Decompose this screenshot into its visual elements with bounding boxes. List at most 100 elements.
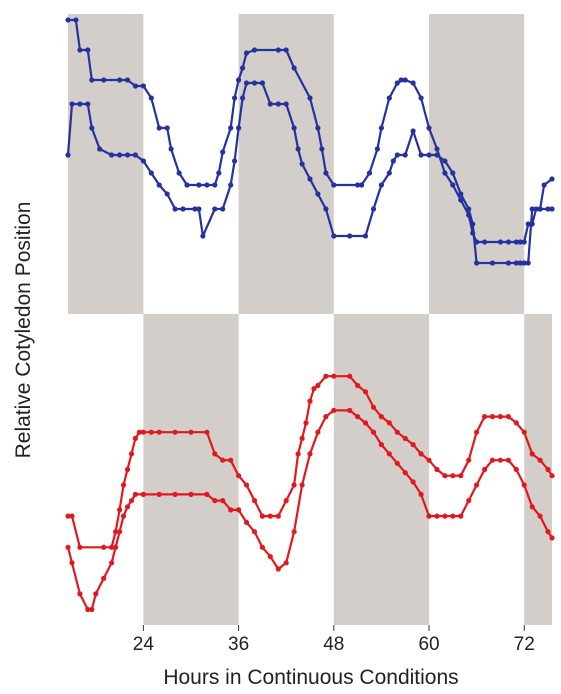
top-panel: [65, 14, 555, 314]
series-1-point: [216, 170, 222, 176]
series-2-point: [545, 529, 551, 535]
series-2-point: [474, 482, 480, 488]
series-1-point: [474, 429, 480, 435]
series-2-point: [331, 407, 337, 413]
series-2-line: [66, 409, 553, 611]
series-2-point: [65, 152, 71, 158]
series-1-point: [434, 146, 440, 152]
series-1-point: [89, 77, 95, 83]
series-1-point: [529, 451, 535, 457]
series-2-point: [120, 513, 127, 519]
series-2-point: [156, 491, 162, 497]
series-1-point: [418, 451, 424, 457]
series-2-point: [347, 233, 353, 239]
series-2-point: [394, 460, 400, 466]
series-1-point: [204, 182, 210, 188]
series-2-point: [275, 101, 281, 107]
series-2-point: [362, 420, 369, 426]
series-1-point: [164, 125, 170, 131]
series-2-point: [240, 95, 246, 101]
series-2-point: [220, 498, 226, 504]
series-2-point: [204, 491, 210, 497]
series-2-point: [275, 566, 281, 572]
series-1-point: [236, 473, 242, 479]
shaded-band-1: [143, 314, 239, 625]
series-1-point: [466, 457, 472, 463]
series-1-point: [497, 239, 503, 245]
series-1-point: [434, 466, 440, 473]
series-1-point: [299, 435, 305, 441]
x-tick-label: 60: [418, 634, 439, 655]
series-1-point: [398, 77, 404, 83]
series-2-point: [497, 457, 503, 463]
series-2-point: [295, 146, 301, 152]
series-1-point: [521, 429, 527, 435]
series-2-point: [109, 560, 115, 566]
series-1-point: [497, 414, 503, 420]
series-1-point: [204, 429, 210, 435]
series-2-point: [315, 429, 321, 435]
series-1-point: [359, 182, 365, 188]
series-2-point: [434, 152, 440, 158]
series-2-point: [370, 429, 377, 435]
series-2-point: [164, 191, 170, 197]
series-2-point: [77, 101, 83, 107]
series-2-point: [466, 206, 472, 212]
series-2-point: [124, 504, 131, 510]
series-2-point: [513, 466, 519, 473]
series-1-point: [402, 435, 408, 441]
series-1-point: [212, 182, 218, 188]
series-1-point: [347, 373, 353, 379]
series-2-point: [140, 491, 146, 497]
shaded-band-3: [429, 14, 525, 314]
series-2-point: [232, 158, 238, 164]
series-2-point: [489, 260, 496, 266]
series-1-point: [113, 529, 119, 535]
series-2-point: [402, 470, 408, 476]
series-2-point: [426, 152, 432, 158]
x-tick-label: 48: [323, 634, 344, 655]
series-1-point: [283, 498, 289, 504]
series-2-point: [156, 182, 162, 188]
series-2-point: [251, 80, 258, 86]
y-axis-title: Relative Cotyledon Position: [12, 202, 35, 459]
series-2-point: [466, 498, 472, 504]
series-1-point: [283, 47, 289, 53]
series-1-point: [410, 80, 416, 86]
series-2-point: [442, 513, 448, 519]
series-2-point: [85, 606, 91, 613]
series-2-point: [132, 491, 138, 497]
series-1-point: [132, 83, 138, 89]
series-1-point: [275, 47, 281, 53]
series-1-point: [331, 182, 337, 188]
series-1-point: [418, 95, 424, 101]
series-2-point: [513, 260, 519, 266]
series-1-point: [101, 77, 107, 83]
series-2-point: [474, 260, 480, 266]
series-1-point: [323, 170, 329, 176]
series-1-point: [505, 414, 511, 420]
series-1-point: [315, 382, 321, 389]
series-1-point: [172, 429, 178, 435]
series-2-point: [521, 260, 527, 266]
series-2-point: [418, 152, 424, 158]
series-1-point: [228, 125, 234, 131]
series-1-point: [117, 77, 123, 83]
series-2-point: [482, 466, 488, 473]
series-2-point: [370, 206, 377, 212]
series-1-point: [109, 544, 115, 550]
series-2-point: [386, 451, 392, 457]
series-1-point: [505, 239, 511, 245]
series-2-point: [537, 513, 543, 519]
series-2-point: [426, 513, 432, 519]
x-axis: 24 36 48 60 72 Hours in Continuous Condition…: [133, 625, 535, 689]
series-1-point: [410, 442, 416, 448]
series-2-point: [331, 233, 337, 239]
series-1-point: [291, 482, 297, 488]
x-tick-label: 24: [133, 634, 155, 655]
series-1-point: [450, 182, 456, 188]
series-1-point: [355, 182, 361, 188]
series-1-point: [513, 239, 519, 245]
series-1-point: [295, 451, 301, 457]
series-1-point: [120, 482, 127, 488]
